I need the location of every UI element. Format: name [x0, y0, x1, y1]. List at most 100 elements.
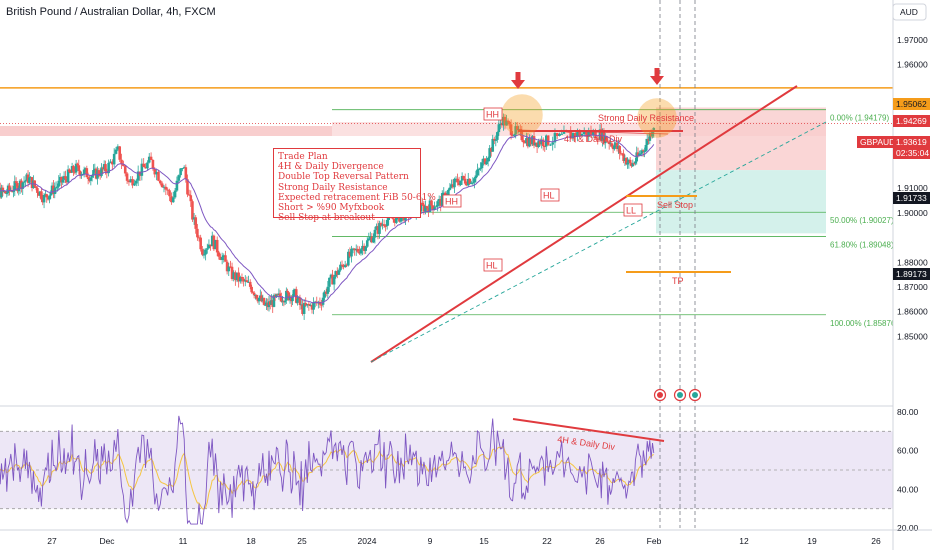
price-tag: 1.94269: [893, 115, 930, 127]
time-tick-label: 18: [246, 536, 256, 546]
candle-body: [168, 190, 171, 196]
candle-body: [333, 277, 336, 285]
candle-body: [35, 186, 38, 188]
candle-body: [613, 145, 616, 149]
candle-body: [556, 133, 559, 136]
candle-body: [201, 249, 204, 254]
candle-body: [150, 157, 153, 160]
time-tick-label: 12: [739, 536, 749, 546]
candle-body: [639, 153, 642, 154]
time-tick-label: 25: [297, 536, 307, 546]
time-tick-label: 26: [871, 536, 881, 546]
candle-body: [368, 239, 371, 241]
candle-body: [435, 206, 438, 207]
candle-body: [464, 179, 467, 184]
rsi-tick-label: 20.00: [897, 523, 919, 533]
currency-button-label[interactable]: AUD: [900, 7, 918, 17]
candle-body: [327, 287, 330, 294]
trade-plan-line: Short > %90 Myfxbook: [278, 203, 416, 213]
candle-body: [426, 206, 429, 208]
time-tick-label: 22: [542, 536, 552, 546]
time-tick-label: 11: [179, 536, 188, 546]
price-tick-label: 1.97000: [897, 35, 928, 45]
price-tick-label: 1.88000: [897, 257, 928, 267]
time-tick-label: 26: [595, 536, 605, 546]
price-tick-label: 1.87000: [897, 282, 928, 292]
candle-body: [350, 249, 353, 257]
candle-body: [634, 161, 637, 163]
trade-plan-line: Sell Stop at breakout: [278, 213, 416, 223]
candle-body: [203, 254, 206, 255]
candle-body: [161, 183, 164, 187]
candle-body: [177, 175, 180, 181]
trade-plan-note: Trade Plan 4H & Daily Divergence Double …: [273, 148, 421, 218]
candle-body: [64, 176, 67, 179]
candle-body: [558, 134, 561, 136]
candle-body: [8, 186, 11, 191]
candle-body: [179, 168, 182, 175]
candle-body: [57, 181, 60, 187]
candle-body: [249, 282, 252, 287]
chart-title: British Pound / Australian Dollar, 4h, F…: [6, 6, 216, 18]
candle-body: [246, 280, 249, 282]
candle-body: [24, 181, 27, 182]
price-tick-label: 1.90000: [897, 208, 928, 218]
candle-body: [191, 201, 194, 219]
candle-body: [133, 183, 136, 185]
candle-body: [76, 164, 79, 166]
time-tick-label: 15: [479, 536, 489, 546]
candle-body: [485, 162, 488, 165]
candle-body: [174, 191, 177, 198]
candle-body: [560, 134, 563, 135]
candle-body: [453, 179, 456, 187]
candle-body: [206, 248, 209, 250]
candle-body: [618, 146, 621, 153]
take-profit-label: TP: [672, 276, 684, 286]
candle-body: [328, 278, 331, 287]
price-tag: 1.89173: [893, 268, 930, 280]
down-arrow-shaft: [655, 68, 660, 76]
down-arrow-shaft: [516, 72, 521, 80]
candle-body: [357, 249, 360, 252]
candle-body: [366, 240, 369, 246]
candle-body: [547, 135, 550, 144]
candle-body: [449, 188, 452, 190]
candle-body: [487, 158, 490, 162]
candle-body: [360, 249, 363, 253]
event-icon-dot: [692, 392, 698, 398]
resistance-zone: [0, 126, 332, 136]
candle-body: [68, 169, 71, 172]
price-tag: GBPAUD: [857, 136, 893, 148]
candle-body: [23, 182, 26, 183]
candle-body: [522, 140, 525, 142]
candle-body: [28, 178, 31, 183]
candle-body: [459, 181, 462, 186]
candle-body: [56, 187, 59, 188]
candle-body: [216, 240, 219, 252]
candle-body: [36, 188, 39, 193]
candle-body: [462, 176, 465, 179]
candle-body: [90, 178, 93, 181]
candle-body: [194, 217, 197, 229]
candle-body: [475, 175, 478, 178]
candle-body: [104, 164, 107, 171]
candle-body: [383, 224, 386, 226]
candle-body: [15, 181, 18, 183]
candle-body: [491, 139, 494, 152]
candle-body: [549, 145, 552, 146]
candle-body: [372, 238, 375, 243]
ll-label: LL: [626, 206, 636, 216]
candle-body: [642, 150, 645, 151]
candle-body: [456, 179, 459, 183]
price-tick-label: 1.96000: [897, 60, 928, 70]
candle-body: [172, 197, 175, 202]
candle-body: [633, 163, 636, 164]
trade-plan-line: Double Top Reversal Pattern: [278, 172, 416, 182]
rsi-tick-label: 80.00: [897, 407, 919, 417]
candle-body: [135, 181, 138, 184]
candle-body: [87, 177, 90, 179]
candle-body: [626, 163, 629, 165]
price-tick-label: 1.85000: [897, 331, 928, 341]
candle-body: [185, 167, 188, 179]
